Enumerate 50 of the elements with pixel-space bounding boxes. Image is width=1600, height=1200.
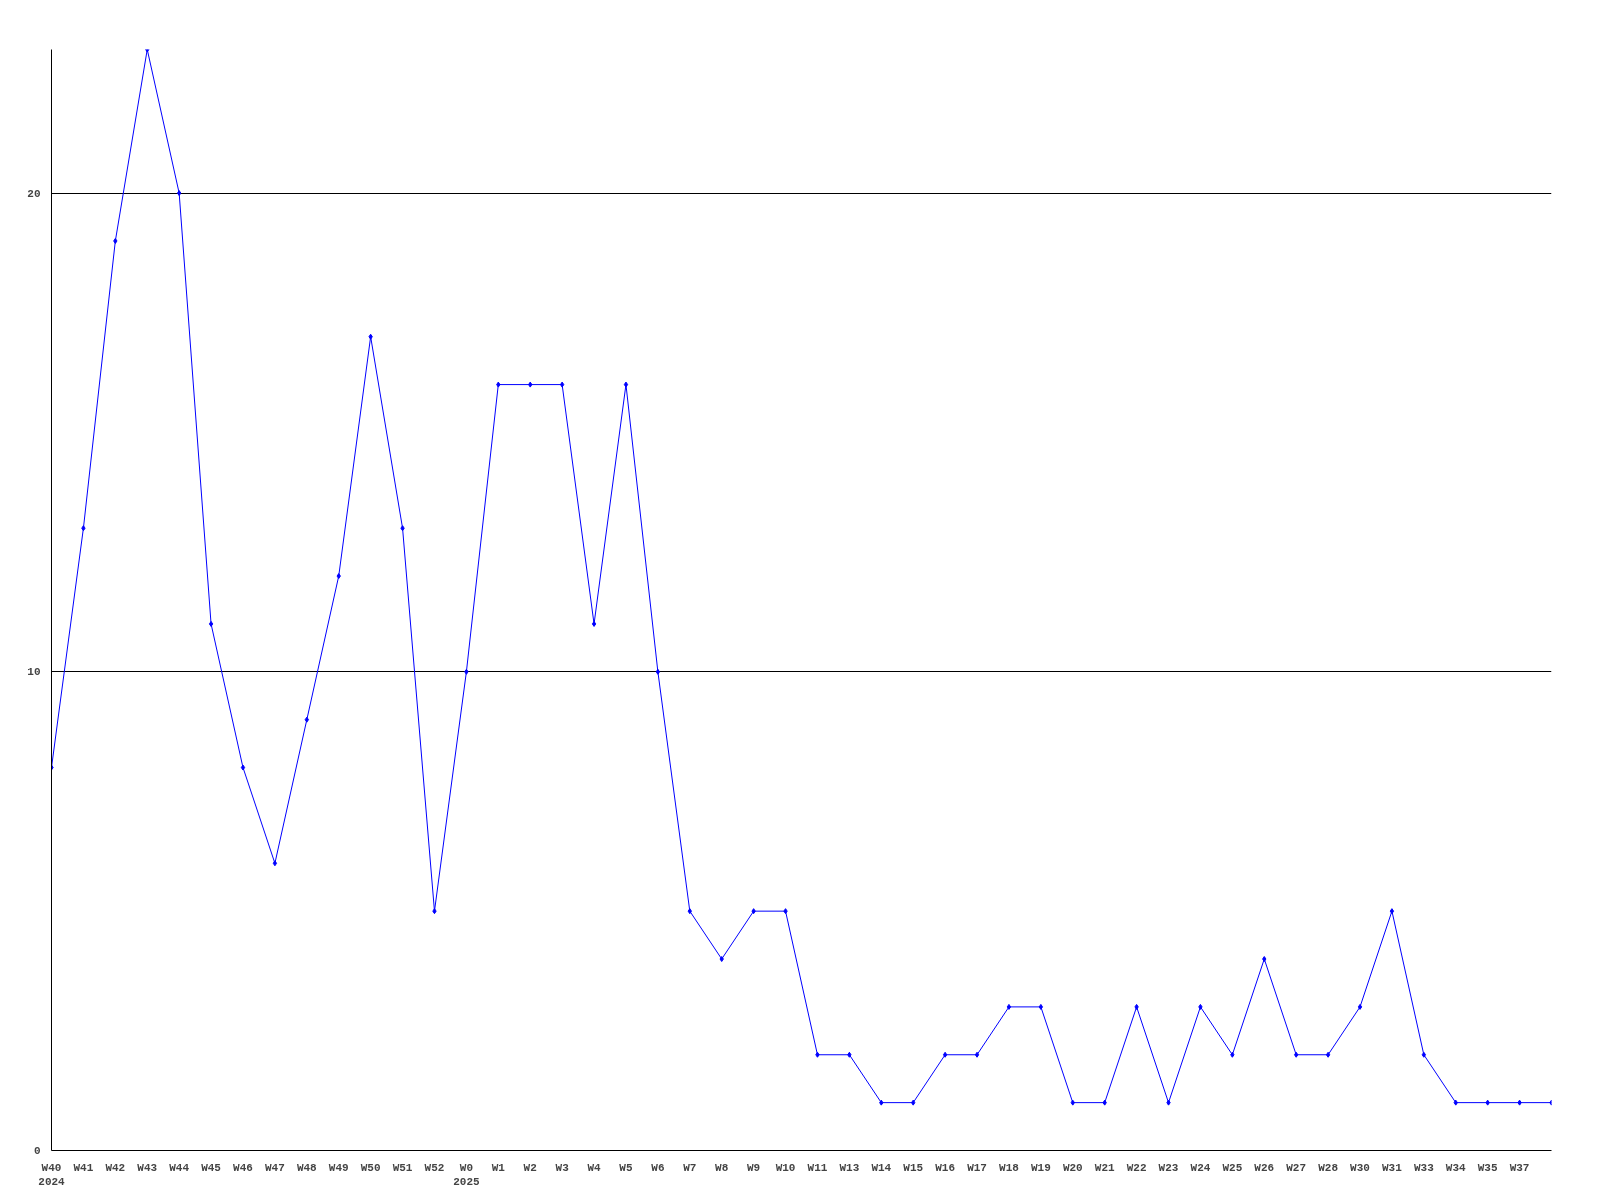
x-tick-label: W24 [1190, 1161, 1211, 1174]
x-tick-label: W42 [105, 1161, 126, 1174]
x-tick-label: W33 [1413, 1161, 1435, 1174]
x-tick-label: W19 [1030, 1161, 1051, 1174]
x-tick-label: W27 [1286, 1161, 1307, 1174]
x-tick-label: W40 2024 [38, 1161, 66, 1188]
x-tick-label: W37 [1509, 1161, 1530, 1174]
x-tick-label: W25 [1222, 1161, 1243, 1174]
x-tick-label: W15 [903, 1161, 924, 1174]
x-tick-label: W9 [747, 1161, 761, 1174]
x-tick-label: W22 [1126, 1161, 1147, 1174]
y-tick-label: 20 [27, 187, 41, 200]
x-tick-label: W26 [1254, 1161, 1275, 1174]
x-tick-label: W6 [651, 1161, 665, 1174]
x-tick-label: W21 [1094, 1161, 1115, 1174]
x-tick-label: W13 [839, 1161, 860, 1174]
x-tick-label: W43 [137, 1161, 158, 1174]
x-tick-label: W7 [683, 1161, 697, 1174]
x-tick-label: W50 [360, 1161, 381, 1174]
x-tick-label: W45 [201, 1161, 222, 1174]
x-tick-label: W14 [871, 1161, 892, 1174]
x-tick-label: W20 [1062, 1161, 1083, 1174]
x-tick-label: W51 [392, 1161, 413, 1174]
x-tick-label: W46 [233, 1161, 253, 1174]
x-tick-label: W30 [1350, 1161, 1370, 1174]
x-tick-label: W28 [1318, 1161, 1339, 1174]
x-tick-label: W35 [1477, 1161, 1498, 1174]
x-tick-label: W48 [296, 1161, 318, 1174]
x-tick-label: W31 [1382, 1161, 1403, 1174]
x-tick-label: W1 [491, 1161, 506, 1174]
x-tick-label: W18 [999, 1161, 1020, 1174]
x-tick-label: W23 [1158, 1161, 1179, 1174]
x-tick-label: W5 [619, 1161, 633, 1174]
x-tick-label: W34 [1445, 1161, 1467, 1174]
x-tick-label: W52 [424, 1161, 445, 1174]
x-tick-label: W17 [967, 1161, 987, 1174]
y-tick-label: 0 [33, 1145, 41, 1157]
x-tick-label: W11 [807, 1161, 828, 1174]
x-tick-label: W44 [169, 1161, 190, 1174]
y-tick-label: 10 [27, 666, 41, 679]
x-tick-label: W41 [73, 1161, 94, 1174]
x-tick-label: W3 [555, 1161, 570, 1174]
x-tick-label: W8 [715, 1161, 729, 1174]
x-tick-label: W4 [587, 1161, 602, 1174]
x-tick-label: W16 [935, 1161, 956, 1174]
x-tick-label: W2 [523, 1161, 537, 1174]
x-tick-label: W49 [328, 1161, 349, 1174]
x-tick-label: W0 2025 [453, 1161, 480, 1188]
x-tick-label: W10 [775, 1161, 796, 1174]
x-tick-label: W47 [265, 1161, 285, 1174]
